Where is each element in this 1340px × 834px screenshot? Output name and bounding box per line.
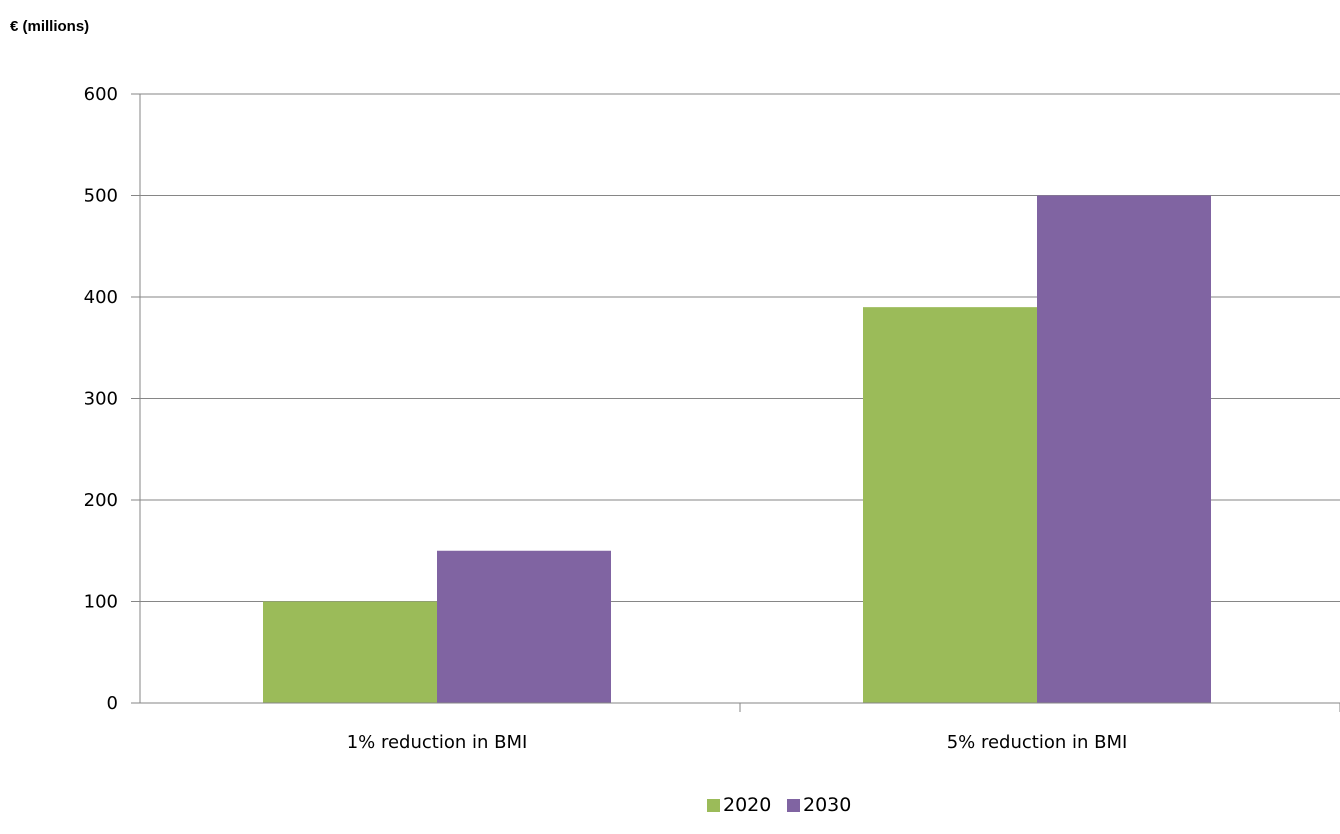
y-tick-label: 400	[84, 287, 118, 308]
legend-label-2020: 2020	[723, 794, 771, 816]
bars	[263, 195, 1211, 703]
category-label: 5% reduction in BMI	[947, 732, 1128, 753]
bar-2030-1	[437, 550, 611, 703]
category-labels: 1% reduction in BMI 5% reduction in BMI	[347, 732, 1128, 753]
y-tick-label: 200	[84, 490, 118, 511]
legend-swatch-2020	[707, 799, 720, 812]
bar-2020-1	[263, 601, 437, 703]
legend: 2020 2030	[707, 794, 851, 816]
bar-2020-2	[863, 307, 1037, 703]
axes	[131, 93, 1340, 712]
legend-label-2030: 2030	[803, 794, 851, 816]
y-tick-label: 600	[84, 84, 118, 105]
bar-2030-2	[1037, 195, 1211, 703]
y-tick-label: 100	[84, 592, 118, 613]
y-tick-label: 500	[84, 186, 118, 207]
y-tick-labels: 0 100 200 300 400 500 600	[84, 84, 118, 714]
y-tick-label: 0	[107, 693, 118, 714]
y-tick-label: 300	[84, 389, 118, 410]
y-axis-unit-label: € (millions)	[10, 18, 89, 35]
legend-swatch-2030	[787, 799, 800, 812]
category-label: 1% reduction in BMI	[347, 732, 528, 753]
